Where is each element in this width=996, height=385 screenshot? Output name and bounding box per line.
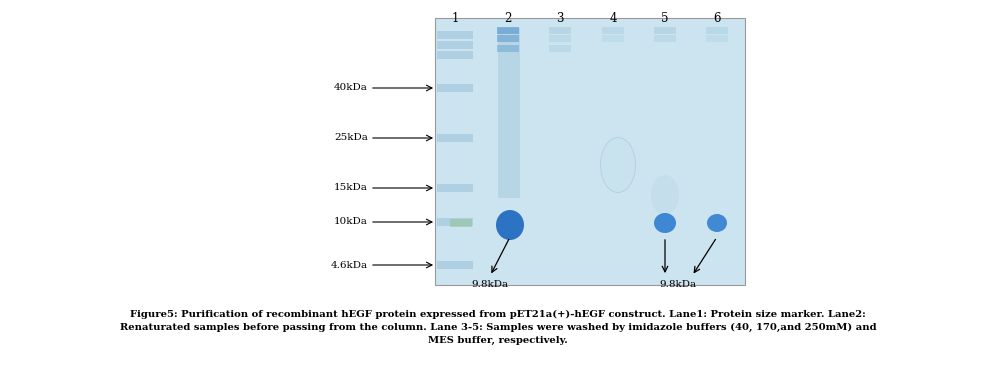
Bar	[437, 184, 473, 192]
Bar	[602, 27, 624, 34]
Bar	[450, 219, 472, 227]
Bar	[497, 45, 519, 52]
Text: 4: 4	[610, 12, 617, 25]
Bar	[437, 261, 473, 269]
Ellipse shape	[496, 210, 524, 240]
Bar	[437, 84, 473, 92]
Ellipse shape	[601, 138, 635, 192]
Bar	[706, 27, 728, 34]
Bar	[654, 35, 676, 42]
Text: 40kDa: 40kDa	[334, 84, 368, 92]
Text: Figure5: Purification of recombinant hEGF protein expressed from pET21a(+)-hEGF : Figure5: Purification of recombinant hEG…	[130, 310, 866, 319]
Bar	[498, 28, 520, 198]
Text: MES buffer, respectively.: MES buffer, respectively.	[428, 336, 568, 345]
Bar	[437, 51, 473, 59]
Text: 1: 1	[451, 12, 459, 25]
Bar	[437, 218, 473, 226]
Bar	[549, 27, 571, 34]
Bar	[437, 41, 473, 49]
Ellipse shape	[654, 213, 676, 233]
Text: 6: 6	[713, 12, 721, 25]
Bar	[602, 35, 624, 42]
Bar	[437, 134, 473, 142]
Text: 5: 5	[661, 12, 668, 25]
Text: Renaturated samples before passing from the column. Lane 3-5: Samples were washe: Renaturated samples before passing from …	[120, 323, 876, 332]
Text: 10kDa: 10kDa	[334, 218, 368, 226]
Text: 9.8kDa: 9.8kDa	[659, 280, 696, 289]
Bar	[497, 27, 519, 34]
Text: 4.6kDa: 4.6kDa	[331, 261, 368, 270]
Text: 9.8kDa: 9.8kDa	[471, 280, 509, 289]
Bar	[549, 45, 571, 52]
Text: 15kDa: 15kDa	[334, 184, 368, 192]
Bar	[437, 31, 473, 39]
Ellipse shape	[707, 214, 727, 232]
Text: 25kDa: 25kDa	[334, 134, 368, 142]
Bar	[706, 35, 728, 42]
Bar	[654, 27, 676, 34]
Text: 2: 2	[504, 12, 512, 25]
Bar	[435, 18, 745, 285]
Ellipse shape	[651, 175, 679, 215]
Text: 3: 3	[556, 12, 564, 25]
Bar	[549, 35, 571, 42]
Bar	[497, 35, 519, 42]
